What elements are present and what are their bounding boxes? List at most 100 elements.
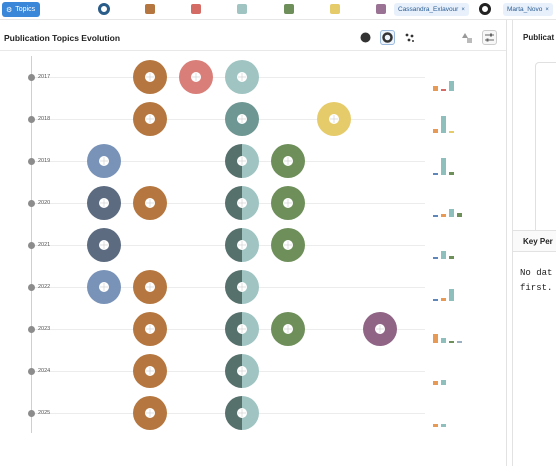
topic-donut[interactable] xyxy=(133,396,167,430)
year-marker[interactable] xyxy=(28,200,35,207)
topic-donut[interactable] xyxy=(133,102,167,136)
year-marker[interactable] xyxy=(28,116,35,123)
mini-bar xyxy=(457,341,462,343)
right-panel-chart-box xyxy=(535,62,556,234)
mini-bar xyxy=(449,341,454,343)
year-marker[interactable] xyxy=(28,242,35,249)
person-chip-marta[interactable]: Marta_Novo × xyxy=(503,3,553,16)
mini-bar xyxy=(433,424,438,427)
topic-donut[interactable] xyxy=(271,186,305,220)
year-label: 2023 xyxy=(38,326,51,332)
year-topic-bar-chart[interactable] xyxy=(430,145,492,175)
key-people-header: Key Per xyxy=(513,230,556,252)
filter-swatch-yellow[interactable] xyxy=(330,4,340,14)
topic-donut[interactable] xyxy=(225,102,259,136)
year-label: 2020 xyxy=(38,200,51,206)
year-topic-bar-chart[interactable] xyxy=(430,229,492,259)
mini-bar xyxy=(449,255,454,259)
mini-bar xyxy=(441,337,446,343)
mini-bar xyxy=(441,251,446,259)
empty-message-line-1: No dat xyxy=(520,268,553,278)
mini-bar xyxy=(433,380,438,385)
filter-swatch-orange[interactable] xyxy=(145,4,155,14)
topic-donut[interactable] xyxy=(225,144,259,178)
year-marker[interactable] xyxy=(28,284,35,291)
mini-bar xyxy=(441,116,446,133)
remove-icon[interactable]: × xyxy=(545,6,549,13)
year-topic-bar-chart[interactable] xyxy=(430,61,492,91)
mini-bar xyxy=(441,379,446,385)
topic-donut[interactable] xyxy=(225,60,259,94)
settings-sliders-button[interactable] xyxy=(482,30,497,45)
filter-ring-toggle[interactable] xyxy=(98,3,110,15)
topics-label: Topics xyxy=(15,6,36,13)
year-topic-bar-chart[interactable] xyxy=(430,355,492,385)
topic-donut[interactable] xyxy=(363,312,397,346)
topic-donut[interactable] xyxy=(133,60,167,94)
year-label: 2018 xyxy=(38,116,51,122)
mini-bar xyxy=(433,215,438,217)
mini-bar xyxy=(433,257,438,259)
topic-donut[interactable] xyxy=(133,270,167,304)
filter-swatch-purple[interactable] xyxy=(376,4,386,14)
mini-bar xyxy=(441,89,446,91)
topic-donut[interactable] xyxy=(133,186,167,220)
mini-bar xyxy=(441,214,446,217)
topic-donut[interactable] xyxy=(271,144,305,178)
year-label: 2024 xyxy=(38,368,51,374)
empty-message-line-2: first. xyxy=(520,283,553,293)
year-topic-bar-chart[interactable] xyxy=(430,103,492,133)
topic-donut[interactable] xyxy=(133,354,167,388)
view-filled-donut-button[interactable] xyxy=(358,30,373,45)
person-chip-cassandra[interactable]: Cassandra_Exlavour × xyxy=(394,3,469,16)
donut-icon xyxy=(382,32,393,43)
topic-donut[interactable] xyxy=(271,228,305,262)
topic-donut[interactable] xyxy=(317,102,351,136)
view-scatter-button[interactable] xyxy=(402,30,417,45)
topic-donut[interactable] xyxy=(225,354,259,388)
mini-bar xyxy=(449,131,454,133)
topic-donut[interactable] xyxy=(87,186,121,220)
year-marker[interactable] xyxy=(28,158,35,165)
mini-bar xyxy=(433,299,438,301)
year-label: 2017 xyxy=(38,74,51,80)
filter-swatch-red[interactable] xyxy=(191,4,201,14)
filter-ring-dark-toggle[interactable] xyxy=(479,3,491,15)
right-panel: Publicat Key Per No dat first. xyxy=(512,20,556,466)
mini-bar xyxy=(449,208,454,217)
mini-bar xyxy=(449,289,454,301)
filter-swatch-green[interactable] xyxy=(284,4,294,14)
remove-icon[interactable]: × xyxy=(461,6,465,13)
topic-donut[interactable] xyxy=(179,60,213,94)
shapes-button[interactable] xyxy=(459,30,474,45)
view-ring-donut-button[interactable] xyxy=(380,30,395,45)
topic-donut[interactable] xyxy=(87,144,121,178)
year-marker[interactable] xyxy=(28,326,35,333)
year-label: 2022 xyxy=(38,284,51,290)
topic-donut[interactable] xyxy=(225,396,259,430)
topic-donut[interactable] xyxy=(87,228,121,262)
topic-donut[interactable] xyxy=(87,270,121,304)
right-panel-title: Publicat xyxy=(523,33,555,42)
topic-donut[interactable] xyxy=(133,312,167,346)
topic-donut[interactable] xyxy=(225,186,259,220)
filter-swatch-teal[interactable] xyxy=(237,4,247,14)
topic-donut[interactable] xyxy=(225,312,259,346)
year-marker[interactable] xyxy=(28,74,35,81)
sliders-icon xyxy=(485,33,494,42)
year-topic-bar-chart[interactable] xyxy=(430,397,492,427)
year-topic-bar-chart[interactable] xyxy=(430,187,492,217)
topic-donut[interactable] xyxy=(271,312,305,346)
topic-donut[interactable] xyxy=(225,270,259,304)
year-topic-bar-chart[interactable] xyxy=(430,271,492,301)
mini-bar xyxy=(433,128,438,133)
year-marker[interactable] xyxy=(28,368,35,375)
mini-bar xyxy=(449,80,454,91)
year-marker[interactable] xyxy=(28,410,35,417)
topic-filter-bar: ⚙ Topics Cassandra_Exlavour × Marta_Novo… xyxy=(0,0,556,20)
panel-title: Publication Topics Evolution xyxy=(4,33,121,43)
topics-filter-button[interactable]: ⚙ Topics xyxy=(2,2,41,17)
topic-donut[interactable] xyxy=(225,228,259,262)
year-label: 2021 xyxy=(38,242,51,248)
year-topic-bar-chart[interactable] xyxy=(430,313,492,343)
